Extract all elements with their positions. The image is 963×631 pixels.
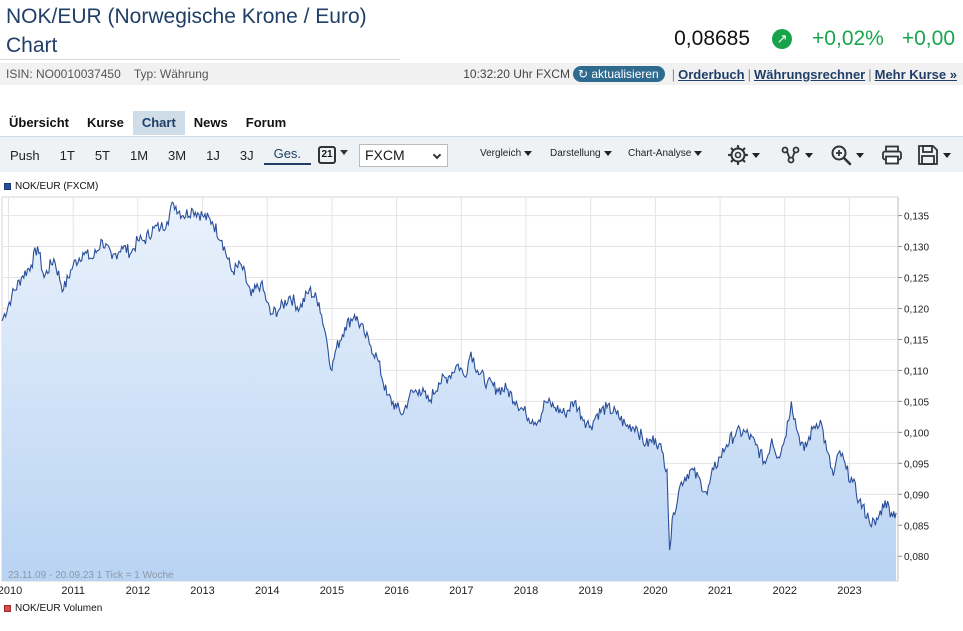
x-tick-label: 2020 bbox=[643, 585, 667, 595]
x-tick-label: 2018 bbox=[514, 585, 538, 595]
x-tick-label: 2010 bbox=[0, 585, 22, 595]
caret-down-icon bbox=[752, 152, 760, 158]
orderbook-link[interactable]: Orderbuch bbox=[678, 66, 745, 82]
page-title: NOK/EUR (Norwegische Krone / Euro) Chart bbox=[6, 2, 400, 60]
series-swatch bbox=[4, 183, 11, 190]
display-dropdown[interactable]: Darstellung bbox=[550, 148, 612, 159]
title-line-2: Chart bbox=[6, 34, 58, 57]
chart-analysis-label: Chart-Analyse bbox=[628, 148, 692, 159]
y-tick-label: 0,090 bbox=[904, 490, 929, 501]
period-all[interactable]: Ges. bbox=[263, 146, 312, 165]
x-tick-label: 2013 bbox=[190, 585, 214, 595]
y-tick-label: 0,115 bbox=[904, 335, 929, 346]
chart-footnote: 23.11.09 - 20.09.23 1 Tick = 1 Woche bbox=[8, 570, 174, 581]
zoom-button[interactable] bbox=[830, 144, 864, 166]
change-percent: +0,02% bbox=[812, 27, 884, 50]
y-tick-label: 0,080 bbox=[904, 552, 929, 563]
period-1t[interactable]: 1T bbox=[59, 147, 75, 163]
zoom-icon bbox=[831, 145, 852, 166]
quote-summary: 0,08685 ↗ +0,02% +0,00 bbox=[674, 26, 955, 52]
quote-time: 10:32:20 Uhr FXCM bbox=[463, 67, 570, 81]
more-quotes-link[interactable]: Mehr Kurse » bbox=[874, 66, 957, 82]
series-legend: NOK/EUR (FXCM) bbox=[4, 181, 98, 192]
chevron-down-icon bbox=[432, 150, 442, 160]
chevron-down-icon[interactable] bbox=[340, 150, 348, 155]
y-tick-label: 0,120 bbox=[904, 304, 929, 315]
period-selector: Push 1T 5T 1M 3M 1J 3J Ges. bbox=[0, 137, 312, 173]
settings-icon bbox=[728, 145, 748, 165]
x-tick-label: 2016 bbox=[384, 585, 408, 595]
caret-down-icon bbox=[856, 152, 864, 158]
caret-down-icon bbox=[943, 152, 951, 158]
x-tick-label: 2023 bbox=[837, 585, 861, 595]
indicator-icon bbox=[781, 146, 800, 164]
refresh-label: aktualisieren bbox=[591, 67, 659, 81]
y-tick-label: 0,125 bbox=[904, 274, 929, 285]
period-3m[interactable]: 3M bbox=[168, 147, 187, 163]
exchange-select-value: FXCM bbox=[365, 147, 405, 163]
y-tick-label: 0,095 bbox=[904, 459, 929, 470]
type-label: Typ: Währung bbox=[133, 67, 209, 81]
change-absolute: +0,00 bbox=[901, 27, 955, 50]
x-tick-label: 2021 bbox=[708, 585, 732, 595]
x-tick-label: 2022 bbox=[773, 585, 797, 595]
chart-toolbar: Push 1T 5T 1M 3M 1J 3J Ges. 21 FXCM Verg… bbox=[0, 136, 963, 172]
print-button[interactable] bbox=[881, 144, 903, 166]
price-chart[interactable]: 2010 2011 2012 2013 2014 2015 2016 2017 2018 2019… bbox=[0, 193, 963, 595]
indicator-button[interactable] bbox=[781, 144, 813, 166]
arrow-up-right-icon: ↗ bbox=[772, 29, 793, 49]
currency-calculator-link[interactable]: Währungsrechner bbox=[753, 66, 866, 82]
x-tick-label: 2017 bbox=[449, 585, 473, 595]
compare-dropdown[interactable]: Vergleich bbox=[480, 148, 533, 159]
tab-forum[interactable]: Forum bbox=[245, 115, 287, 130]
exchange-select[interactable]: FXCM bbox=[359, 144, 448, 167]
y-tick-label: 0,130 bbox=[904, 243, 929, 254]
save-button[interactable] bbox=[917, 144, 951, 166]
save-icon bbox=[918, 145, 938, 165]
y-tick-label: 0,105 bbox=[904, 397, 929, 408]
refresh-button[interactable]: ↻ aktualisieren bbox=[572, 66, 665, 82]
tab-chart[interactable]: Chart bbox=[132, 111, 185, 135]
tab-news[interactable]: News bbox=[193, 115, 228, 130]
x-tick-label: 2015 bbox=[320, 585, 344, 595]
chart-analysis-dropdown[interactable]: Chart-Analyse bbox=[628, 148, 703, 159]
volume-label: NOK/EUR Volumen bbox=[15, 603, 103, 614]
period-push[interactable]: Push bbox=[10, 147, 40, 163]
tab-overview[interactable]: Übersicht bbox=[9, 115, 69, 130]
compare-label: Vergleich bbox=[480, 148, 522, 159]
x-tick-label: 2011 bbox=[61, 585, 85, 595]
tab-bar: Übersicht Kurse Chart News Forum bbox=[0, 111, 295, 135]
caret-down-icon bbox=[524, 151, 533, 156]
period-1j[interactable]: 1J bbox=[206, 147, 220, 163]
x-tick-label: 2014 bbox=[255, 585, 279, 595]
title-divider bbox=[0, 59, 400, 60]
price-area bbox=[2, 202, 897, 581]
caret-down-icon bbox=[694, 151, 703, 156]
calendar-icon[interactable]: 21 bbox=[318, 146, 336, 164]
caret-down-icon bbox=[805, 152, 813, 158]
y-tick-label: 0,085 bbox=[904, 521, 929, 532]
y-tick-label: 0,100 bbox=[904, 428, 929, 439]
period-1m[interactable]: 1M bbox=[129, 147, 149, 163]
y-tick-label: 0,135 bbox=[904, 212, 929, 223]
last-price: 0,08685 bbox=[674, 27, 751, 50]
x-tick-label: 2012 bbox=[126, 585, 150, 595]
meta-bar: ISIN: NO0010037450 Typ: Währung 10:32:20… bbox=[0, 63, 963, 85]
title-line-1: NOK/EUR (Norwegische Krone / Euro) bbox=[6, 5, 367, 28]
display-label: Darstellung bbox=[550, 148, 601, 159]
x-tick-label: 2019 bbox=[578, 585, 602, 595]
volume-legend: NOK/EUR Volumen bbox=[4, 603, 102, 614]
price-line bbox=[1, 201, 897, 551]
series-label: NOK/EUR (FXCM) bbox=[15, 181, 99, 192]
refresh-icon: ↻ bbox=[577, 67, 592, 81]
caret-down-icon bbox=[603, 151, 612, 156]
y-tick-label: 0,110 bbox=[904, 366, 929, 377]
settings-button[interactable] bbox=[728, 144, 760, 166]
tab-quotes[interactable]: Kurse bbox=[86, 115, 124, 130]
volume-swatch bbox=[4, 605, 11, 612]
period-5t[interactable]: 5T bbox=[94, 147, 110, 163]
period-3j[interactable]: 3J bbox=[239, 147, 254, 163]
print-icon bbox=[882, 145, 902, 165]
isin-label: ISIN: NO0010037450 bbox=[6, 67, 121, 81]
